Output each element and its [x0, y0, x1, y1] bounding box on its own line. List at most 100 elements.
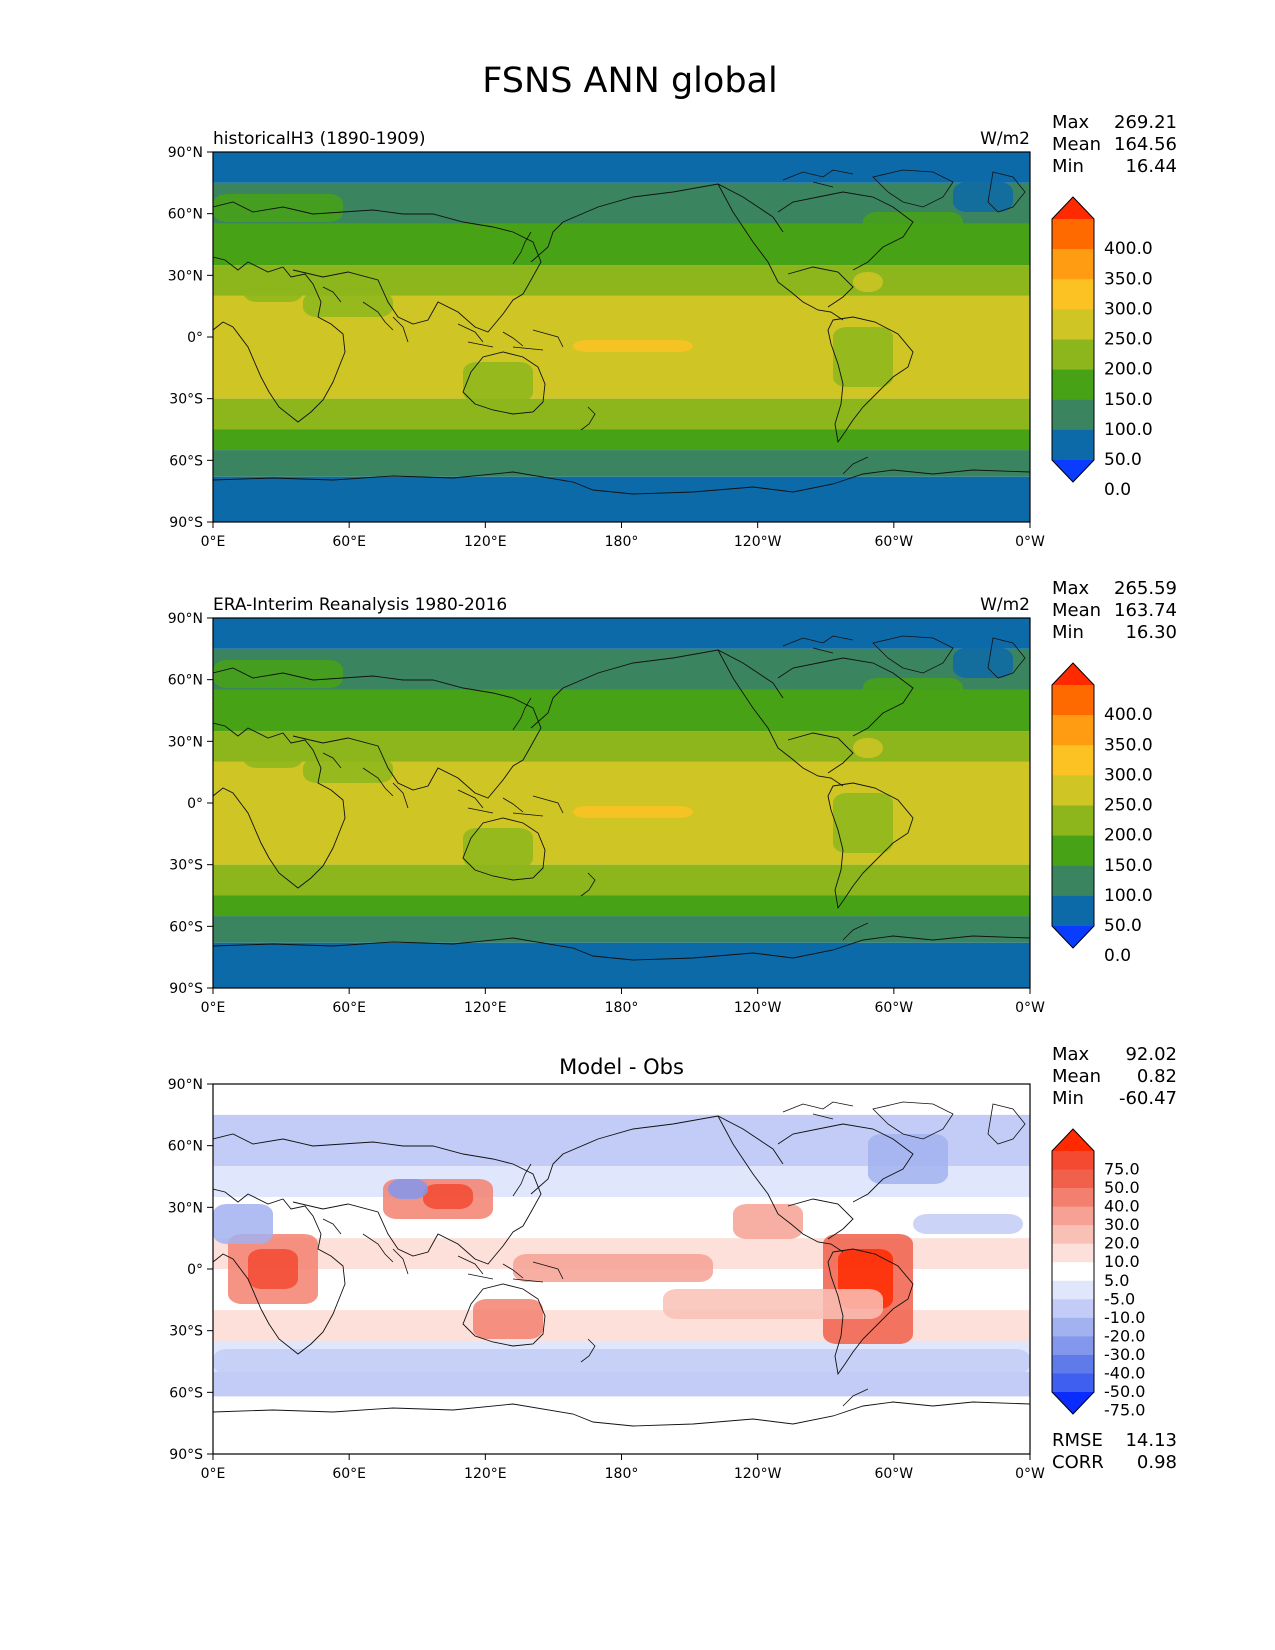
- lon-tick-label: 60°E: [332, 1466, 366, 1482]
- colorbar-extend-max: [1052, 1129, 1094, 1151]
- metric-label: CORR: [1052, 1452, 1104, 1473]
- lat-tick-label: 90°S: [169, 515, 203, 531]
- field-band: [213, 1197, 1030, 1239]
- lon-tick-label: 120°E: [464, 1000, 507, 1016]
- colorbar-segment: [1052, 715, 1094, 746]
- lon-tick-label: 60°W: [874, 534, 913, 550]
- panel-center-title: Model - Obs: [559, 1055, 684, 1079]
- colorbar-segment: [1052, 399, 1094, 431]
- metric-value: 0.98: [1137, 1452, 1177, 1473]
- lon-tick-label: 0°E: [201, 534, 226, 550]
- stat-value: -60.47: [1119, 1088, 1177, 1109]
- figure-title: FSNS ANN global: [482, 61, 777, 101]
- field-band: [213, 1423, 1030, 1454]
- lon-tick-label: 0°W: [1015, 1000, 1045, 1016]
- lat-tick-label: 30°S: [169, 858, 203, 874]
- map-field: [213, 618, 1030, 988]
- field-patch: [833, 793, 893, 853]
- colorbar-label: 400.0: [1104, 239, 1153, 259]
- lon-tick-label: 0°W: [1015, 1466, 1045, 1482]
- colorbar-label: 150.0: [1104, 390, 1153, 410]
- colorbar-segment: [1052, 1280, 1094, 1300]
- stat-value: 164.56: [1114, 134, 1177, 155]
- field-band: [213, 895, 1030, 917]
- colorbar-label: -50.0: [1104, 1382, 1145, 1401]
- colorbar-segment: [1052, 895, 1094, 927]
- colorbar-label: 0.0: [1104, 480, 1131, 500]
- stat-label: Min: [1052, 156, 1084, 177]
- field-patch: [868, 1134, 948, 1184]
- stat-label: Min: [1052, 622, 1084, 643]
- stat-label: Mean: [1052, 134, 1101, 155]
- lat-tick-label: 0°: [187, 1262, 203, 1278]
- colorbar: 400.0 350.0 300.0 250.0 200.0 150.0 100.0 50.0 0…: [1051, 196, 1153, 500]
- panel-era-interim: 90°N 60°N 30°N 0° 30°S 60°S 90°S 0°E 60°E 120°E 18…: [168, 578, 1177, 1016]
- field-patch: [243, 272, 303, 302]
- colorbar-label: -75.0: [1104, 1401, 1145, 1420]
- colorbar-label: 5.0: [1104, 1271, 1129, 1290]
- lat-tick-label: 0°: [187, 796, 203, 812]
- colorbar-segment: [1052, 1151, 1094, 1171]
- lat-tick-label: 30°N: [168, 1200, 203, 1216]
- lon-tick-label: 60°E: [332, 1000, 366, 1016]
- field-patch: [913, 1214, 1023, 1234]
- field-patch: [423, 1184, 473, 1209]
- field-band: [213, 152, 1030, 183]
- colorbar-segment: [1052, 1169, 1094, 1189]
- colorbar-segment: [1052, 429, 1094, 461]
- field-patch: [853, 272, 883, 292]
- field-patch: [573, 806, 693, 818]
- colorbar-segment: [1052, 309, 1094, 340]
- colorbar: 400.0 350.0 300.0 250.0 200.0 150.0 100.0 50.0 0…: [1051, 662, 1153, 966]
- field-patch: [388, 1179, 428, 1199]
- colorbar-extend-max: [1052, 197, 1094, 219]
- panel-historical: 90°N 60°N 30°N 0° 30°S 60°S 90°S 0°E 60°E 120°E 18…: [168, 112, 1177, 550]
- panel-left-title: ERA-Interim Reanalysis 1980-2016: [213, 595, 507, 615]
- stat-value: 163.74: [1114, 600, 1177, 621]
- lon-tick-label: 60°E: [332, 534, 366, 550]
- colorbar-segment: [1052, 745, 1094, 776]
- field-patch: [303, 292, 393, 317]
- colorbar-label: 100.0: [1104, 886, 1153, 906]
- colorbar-segment: [1052, 1243, 1094, 1263]
- colorbar-label: -30.0: [1104, 1345, 1145, 1364]
- field-patch: [473, 1299, 543, 1339]
- panel-left-title: historicalH3 (1890-1909): [213, 129, 426, 149]
- lat-tick-label: 60°N: [168, 207, 203, 223]
- colorbar-outline: [1051, 662, 1095, 949]
- colorbar-segment: [1052, 1336, 1094, 1356]
- field-band: [213, 1396, 1030, 1424]
- lon-tick-label: 180°: [605, 534, 639, 550]
- lon-tick-label: 120°W: [734, 1000, 782, 1016]
- lon-tick-label: 120°E: [464, 534, 507, 550]
- colorbar-label: -5.0: [1104, 1289, 1135, 1308]
- lat-tick-label: 60°N: [168, 1139, 203, 1155]
- field-patch: [513, 1254, 713, 1282]
- lon-tick-label: 0°E: [201, 1000, 226, 1016]
- colorbar-label: 40.0: [1104, 1197, 1140, 1216]
- colorbar-label: 10.0: [1104, 1252, 1140, 1271]
- colorbar-segment: [1052, 1206, 1094, 1226]
- colorbar-segment: [1052, 835, 1094, 867]
- field-patch: [573, 340, 693, 352]
- colorbar-label: 350.0: [1104, 269, 1153, 289]
- field-band: [213, 450, 1030, 477]
- lon-tick-label: 120°W: [734, 534, 782, 550]
- lon-tick-label: 60°W: [874, 1000, 913, 1016]
- map-field: [213, 152, 1030, 522]
- field-patch: [863, 212, 963, 252]
- field-patch: [463, 828, 533, 868]
- field-band: [213, 429, 1030, 451]
- colorbar-label: 200.0: [1104, 360, 1153, 380]
- lat-tick-label: 60°S: [169, 919, 203, 935]
- field-band: [213, 731, 1030, 762]
- panel-units: W/m2: [980, 129, 1030, 149]
- colorbar-outline: [1051, 1128, 1095, 1415]
- colorbar-label: 250.0: [1104, 330, 1153, 350]
- field-patch: [853, 738, 883, 758]
- field-patch: [953, 182, 1013, 212]
- lat-tick-label: 60°S: [169, 453, 203, 469]
- colorbar-extend-max: [1052, 663, 1094, 685]
- colorbar-segment: [1052, 279, 1094, 310]
